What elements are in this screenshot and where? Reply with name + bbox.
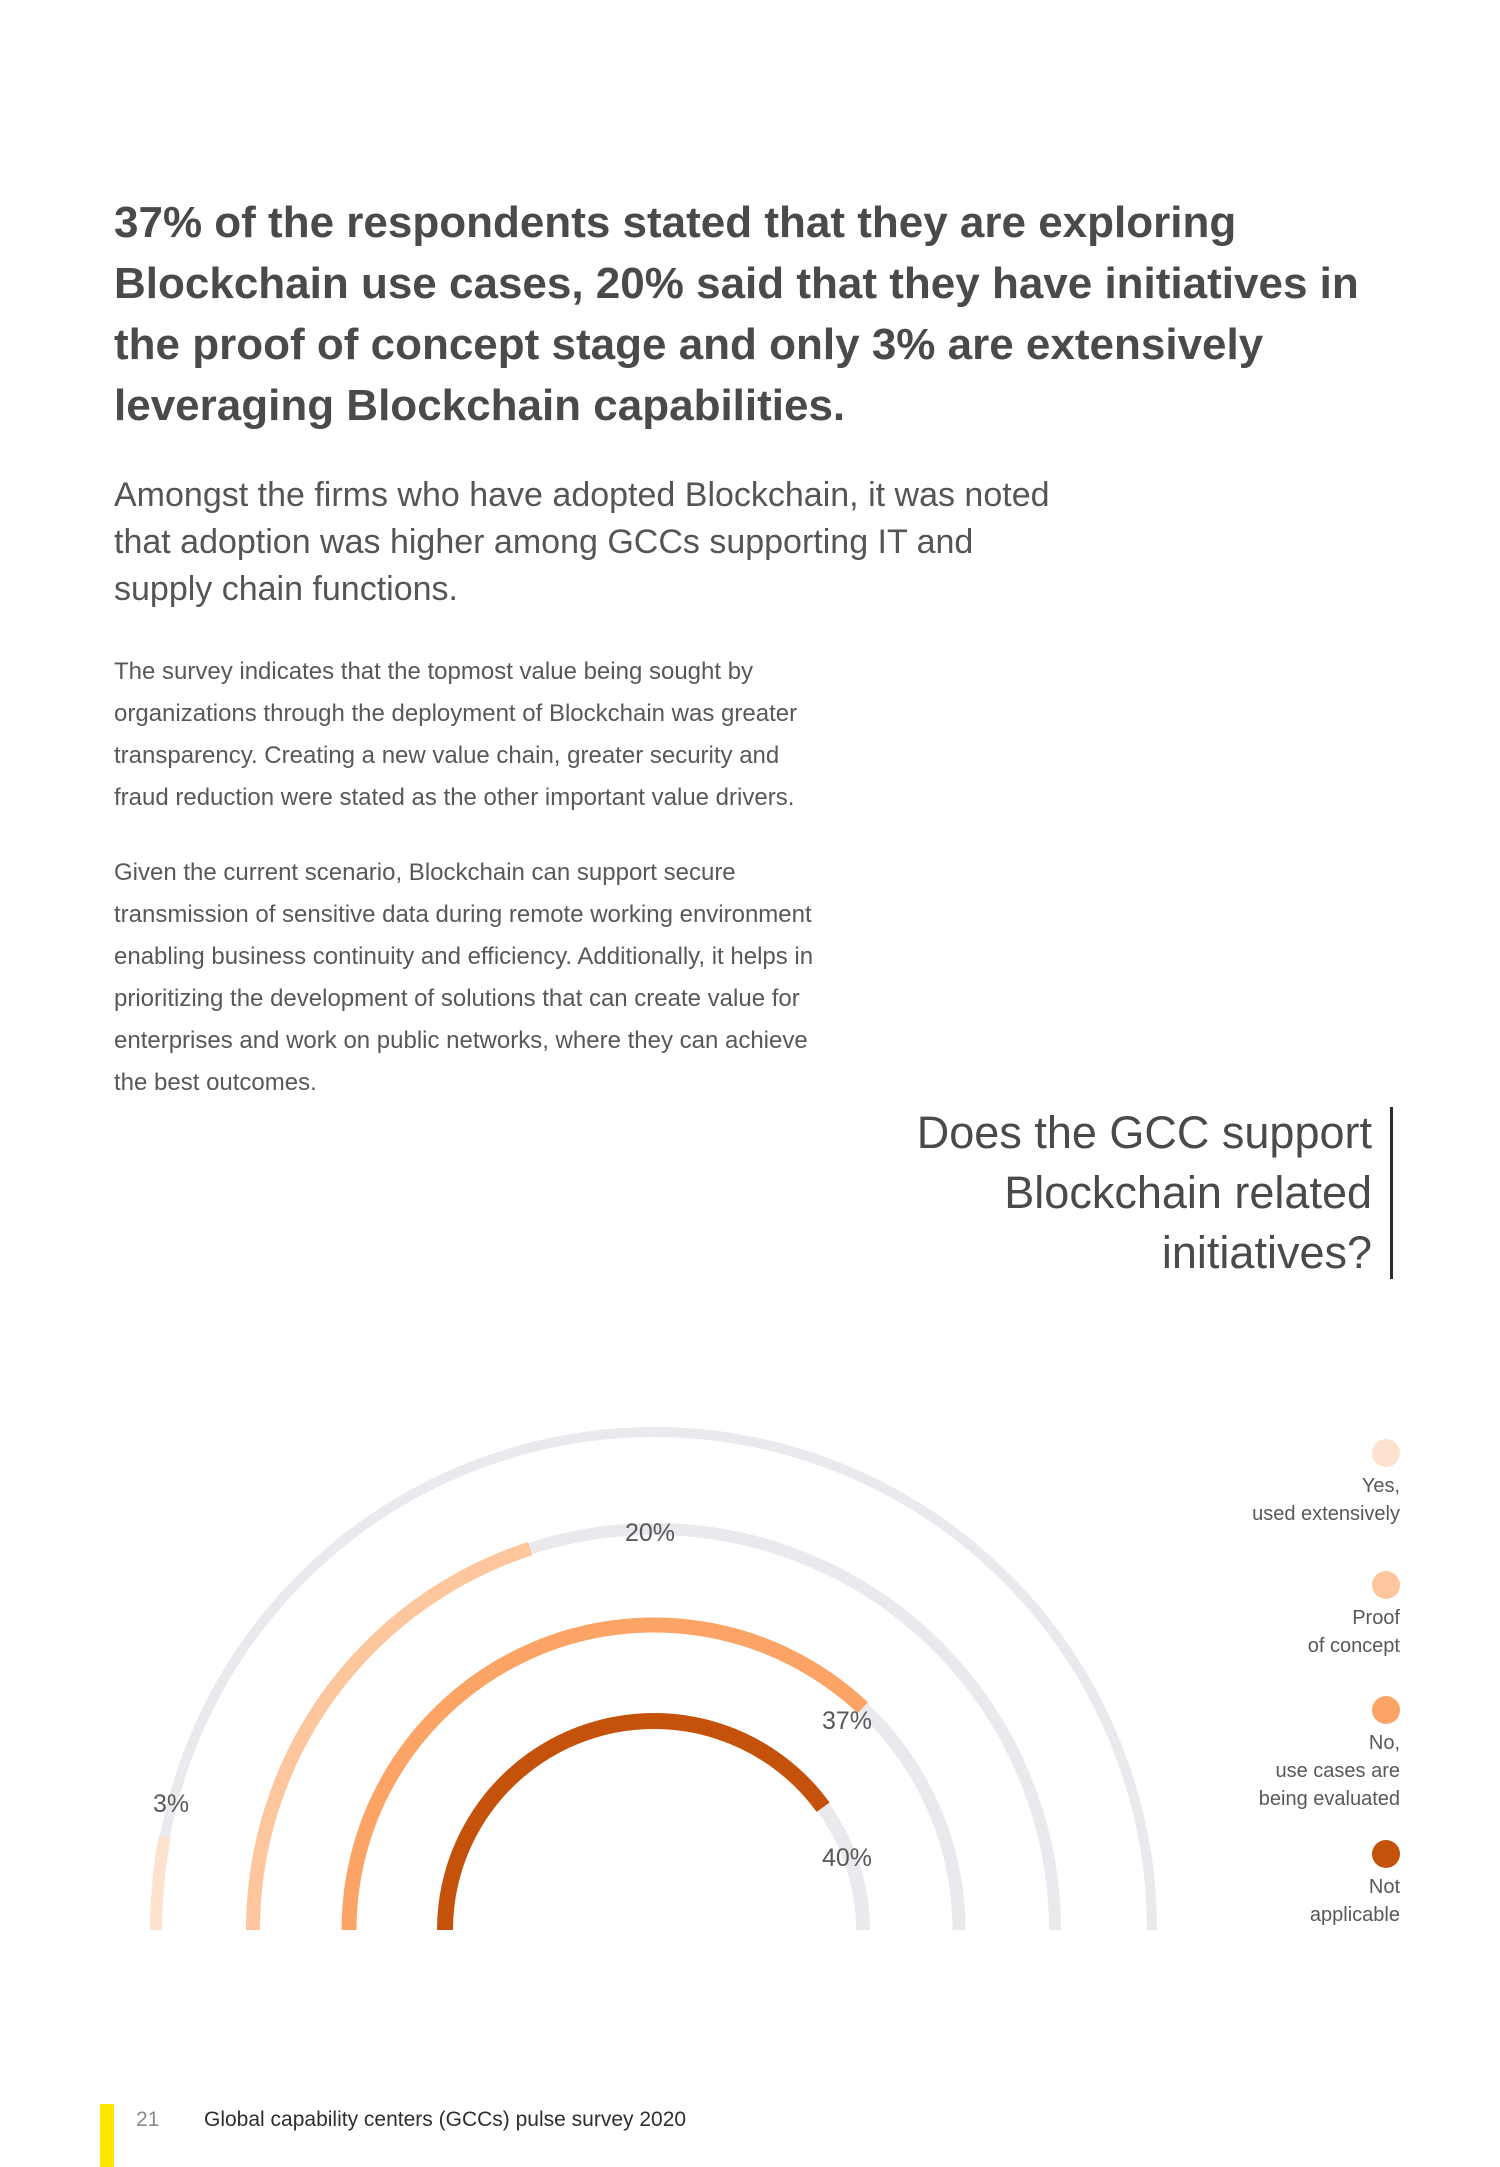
- data-label: 3%: [153, 1790, 189, 1818]
- data-label: 40%: [822, 1844, 872, 1872]
- body-paragraph: The survey indicates that the topmost va…: [114, 658, 798, 811]
- legend-label: Not applicable: [1310, 1873, 1400, 1929]
- chart-title-line: Blockchain related: [1004, 1167, 1372, 1218]
- chart-title-text: Does the GCC support Blockchain related in…: [917, 1103, 1372, 1283]
- footer-accent-bar: [100, 2104, 114, 2167]
- legend-label-line: being evaluated: [1258, 1788, 1400, 1810]
- headline: 37% of the respondents stated that they …: [114, 198, 1359, 430]
- legend-label-line: of concept: [1307, 1635, 1400, 1657]
- data-label: 20%: [625, 1519, 675, 1547]
- legend-label-line: Not: [1368, 1876, 1400, 1898]
- data-label: 37%: [822, 1707, 872, 1735]
- legend-label-line: used extensively: [1252, 1503, 1400, 1525]
- legend-swatch: [1372, 1571, 1400, 1599]
- legend-swatch: [1372, 1840, 1400, 1868]
- subheading: Amongst the firms who have adopted Block…: [114, 476, 1050, 608]
- legend-label-line: applicable: [1309, 1904, 1400, 1926]
- footer-title: Global capability centers (GCCs) pulse s…: [204, 2108, 687, 2131]
- legend-label-line: Proof: [1352, 1607, 1400, 1629]
- legend-label: No, use cases are being evaluated: [1259, 1729, 1400, 1813]
- legend-label-line: use cases are: [1275, 1760, 1400, 1782]
- title-accent-bar: [1390, 1107, 1393, 1279]
- text-column: 37% of the respondents stated that they …: [114, 192, 1404, 1104]
- legend-swatch: [1372, 1439, 1400, 1467]
- chart-title-line: Does the GCC support: [916, 1107, 1372, 1158]
- chart-title: Does the GCC support Blockchain related in…: [917, 1103, 1372, 1283]
- arc-track: [151, 1427, 1157, 1931]
- arc-track: [342, 1618, 966, 1931]
- arc-bar: [150, 1835, 171, 1931]
- chart-title-line: initiatives?: [1161, 1227, 1372, 1278]
- arc-bar: [437, 1713, 830, 1931]
- arc-bar: [246, 1541, 533, 1931]
- legend-label: Proof of concept: [1308, 1604, 1400, 1660]
- body-paragraph: Given the current scenario, Blockchain c…: [114, 859, 814, 1096]
- legend-label-line: Yes,: [1361, 1475, 1400, 1497]
- page-number: 21: [136, 2108, 160, 2131]
- legend-label-line: No,: [1368, 1732, 1400, 1754]
- arc-bar: [341, 1617, 868, 1931]
- arc-track: [438, 1714, 870, 1931]
- legend-swatch: [1372, 1696, 1400, 1724]
- legend-label: Yes, used extensively: [1252, 1472, 1400, 1528]
- arc-track: [247, 1523, 1061, 1931]
